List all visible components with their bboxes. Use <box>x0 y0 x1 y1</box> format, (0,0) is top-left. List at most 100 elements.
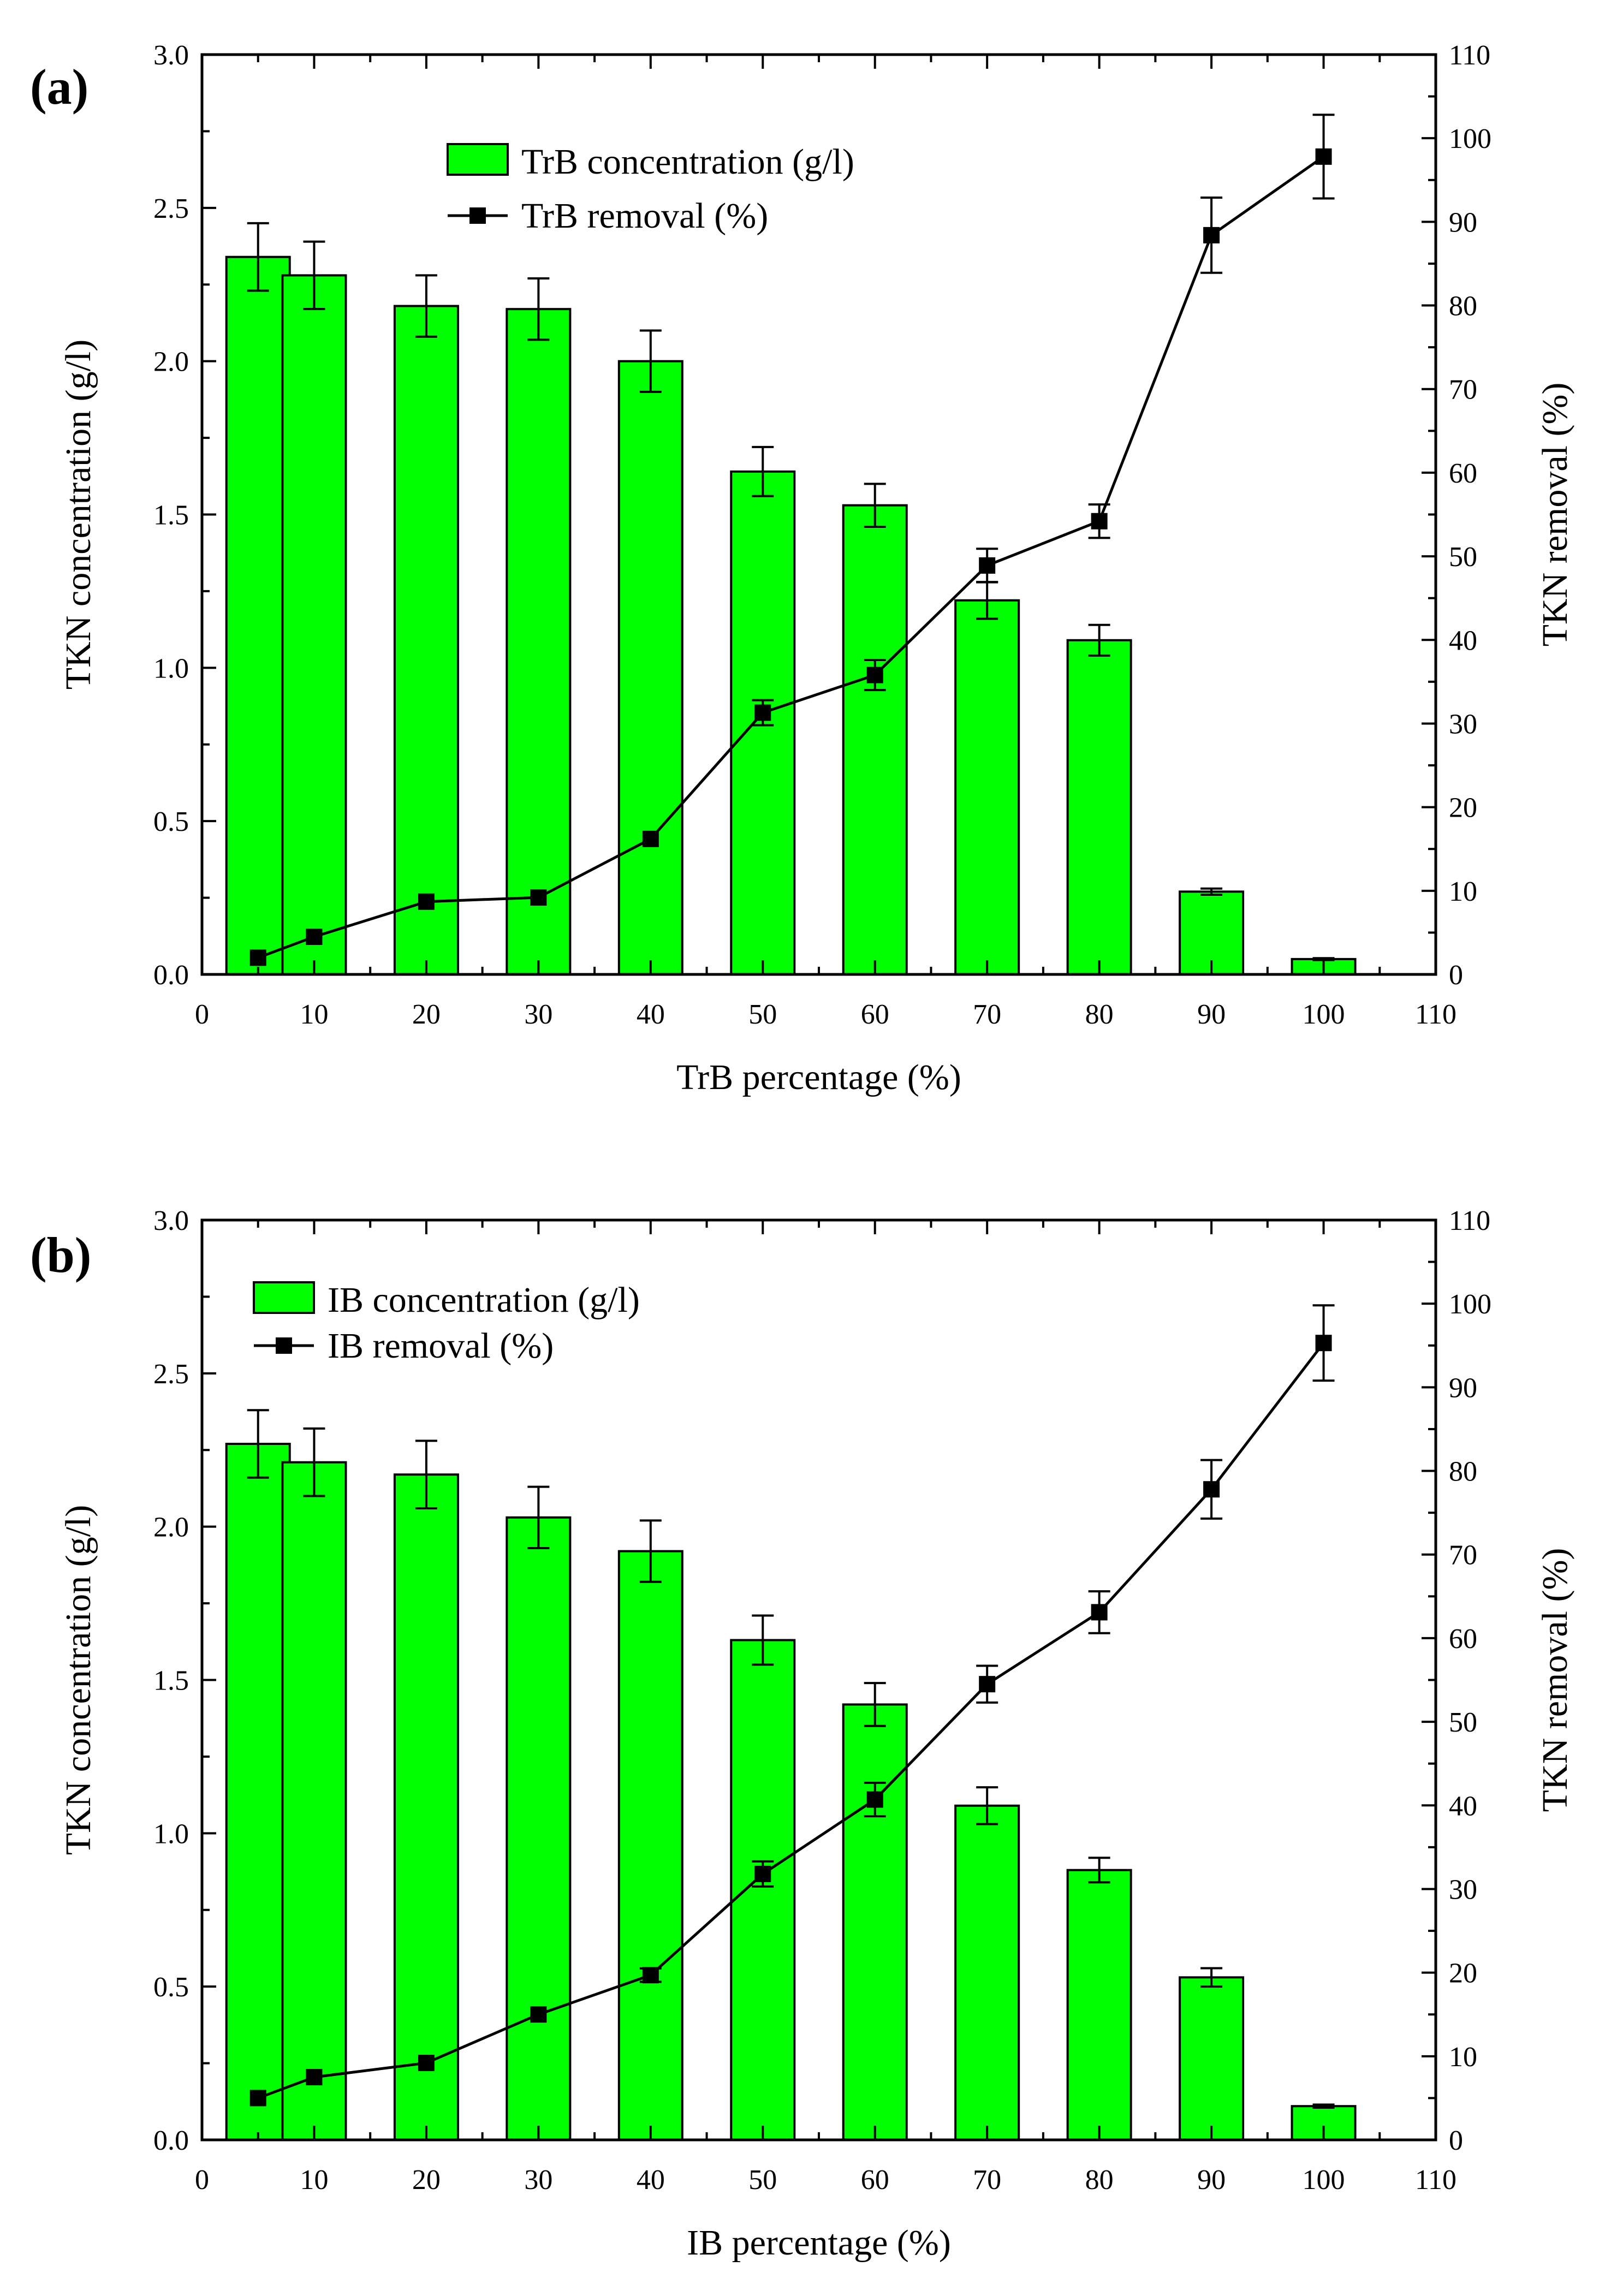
data-point <box>1203 227 1220 243</box>
data-point <box>979 557 996 574</box>
x-axis-title: IB percentage (%) <box>687 2223 951 2263</box>
x-tick-label: 60 <box>861 999 889 1030</box>
y2-tick-label: 20 <box>1449 793 1477 824</box>
bar <box>617 360 683 976</box>
bar <box>281 1461 347 2141</box>
data-point <box>979 1676 996 1693</box>
x-tick-label: 90 <box>1197 999 1226 1030</box>
data-point <box>866 1791 883 1808</box>
y-tick-label: 2.0 <box>153 347 189 378</box>
data-point <box>530 2006 547 2023</box>
y-tick-label: 2.5 <box>153 193 189 224</box>
y-tick-label: 0.0 <box>153 2125 189 2156</box>
x-tick-label: 50 <box>748 2164 777 2196</box>
bar <box>506 1516 572 2141</box>
x-tick-label: 80 <box>1085 2164 1114 2196</box>
y2-tick-label: 80 <box>1449 291 1477 322</box>
x-tick-label: 70 <box>973 999 1001 1030</box>
y2-tick-label: 110 <box>1449 1205 1490 1236</box>
y2-tick-label: 90 <box>1449 1372 1477 1403</box>
legend-label-concentration: TrB concentration (g/l) <box>521 142 854 182</box>
y2-tick-label: 60 <box>1449 1623 1477 1655</box>
y2-tick-label: 90 <box>1449 207 1477 238</box>
y-tick-label: 3.0 <box>153 1205 189 1236</box>
x-tick-label: 30 <box>524 999 552 1030</box>
chart-panel-b: 0 10 20 30 40 50 60 70 80 90 100 1100.00.51.01.52.0… <box>30 1205 1575 2263</box>
data-point <box>866 667 883 683</box>
x-tick-label: 50 <box>748 999 777 1030</box>
y2-tick-label: 100 <box>1449 123 1491 154</box>
bar <box>954 1804 1020 2142</box>
data-point <box>1091 1604 1108 1621</box>
legend-label-concentration: IB concentration (g/l) <box>328 1280 640 1320</box>
legend: TrB concentration (g/l) TrB removal (%) <box>447 142 854 236</box>
y2-tick-label: 110 <box>1449 40 1490 71</box>
data-point <box>418 2055 435 2072</box>
data-point <box>754 704 771 721</box>
y2-tick-label: 70 <box>1449 374 1477 406</box>
data-point <box>530 889 547 906</box>
data-point <box>1315 1335 1332 1352</box>
y2-tick-label: 10 <box>1449 2042 1477 2073</box>
x-tick-label: 100 <box>1303 999 1345 1030</box>
y-tick-label: 3.0 <box>153 40 189 71</box>
bar <box>506 308 572 975</box>
panel-label: (a) <box>30 59 88 115</box>
y-tick-label: 1.0 <box>153 1818 189 1849</box>
y2-axis-title: TKN removal (%) <box>1535 1548 1575 1812</box>
y-tick-label: 2.5 <box>153 1359 189 1390</box>
y-tick-label: 1.0 <box>153 653 189 684</box>
x-tick-label: 110 <box>1415 999 1457 1030</box>
bar <box>842 504 908 975</box>
x-tick-label: 90 <box>1197 2164 1226 2196</box>
data-point <box>642 830 659 847</box>
y2-tick-label: 60 <box>1449 458 1477 489</box>
chart-panel-a: 0 10 20 30 40 50 60 70 80 90 100 1100.00.51.01.52.0… <box>30 40 1575 1097</box>
y2-tick-label: 70 <box>1449 1540 1477 1571</box>
data-point <box>1203 1481 1220 1498</box>
bar <box>1179 1976 1245 2141</box>
legend-label-removal: IB removal (%) <box>328 1326 554 1366</box>
y2-tick-label: 30 <box>1449 709 1477 740</box>
data-point <box>1091 513 1108 530</box>
data-point <box>306 929 323 945</box>
y-tick-label: 2.0 <box>153 1512 189 1543</box>
legend-label-removal: TrB removal (%) <box>521 196 768 236</box>
data-point <box>306 2069 323 2086</box>
bar <box>730 1639 796 2142</box>
y2-tick-label: 20 <box>1449 1958 1477 1989</box>
legend-swatch-marker <box>469 207 486 224</box>
data-point <box>642 1967 659 1984</box>
data-point <box>1315 148 1332 165</box>
legend-swatch-bar <box>253 1281 315 1314</box>
bar <box>842 1703 908 2141</box>
y2-tick-label: 50 <box>1449 1707 1477 1738</box>
y-tick-label: 1.5 <box>153 500 189 531</box>
x-tick-label: 10 <box>300 2164 328 2196</box>
bar <box>393 305 459 975</box>
data-point <box>249 2090 266 2107</box>
y2-tick-label: 10 <box>1449 876 1477 907</box>
x-tick-label: 40 <box>637 999 665 1030</box>
y2-tick-label: 0 <box>1449 960 1463 991</box>
x-tick-label: 20 <box>412 999 441 1030</box>
bar <box>954 599 1020 976</box>
legend-swatch-bar <box>447 143 509 176</box>
y-tick-label: 0.0 <box>153 960 189 991</box>
x-tick-label: 10 <box>300 999 328 1030</box>
data-point <box>249 949 266 966</box>
bar <box>1066 1869 1132 2142</box>
y2-tick-label: 40 <box>1449 625 1477 656</box>
y2-tick-label: 0 <box>1449 2125 1463 2156</box>
legend: IB concentration (g/l) IB removal (%) <box>253 1280 640 1366</box>
y2-tick-label: 100 <box>1449 1289 1491 1320</box>
data-point <box>418 893 435 910</box>
x-axis-title: TrB percentage (%) <box>676 1057 961 1097</box>
x-tick-label: 100 <box>1303 2164 1345 2196</box>
y2-tick-label: 50 <box>1449 542 1477 573</box>
bar <box>281 274 347 975</box>
x-tick-label: 30 <box>524 2164 552 2196</box>
x-tick-label: 60 <box>861 2164 889 2196</box>
